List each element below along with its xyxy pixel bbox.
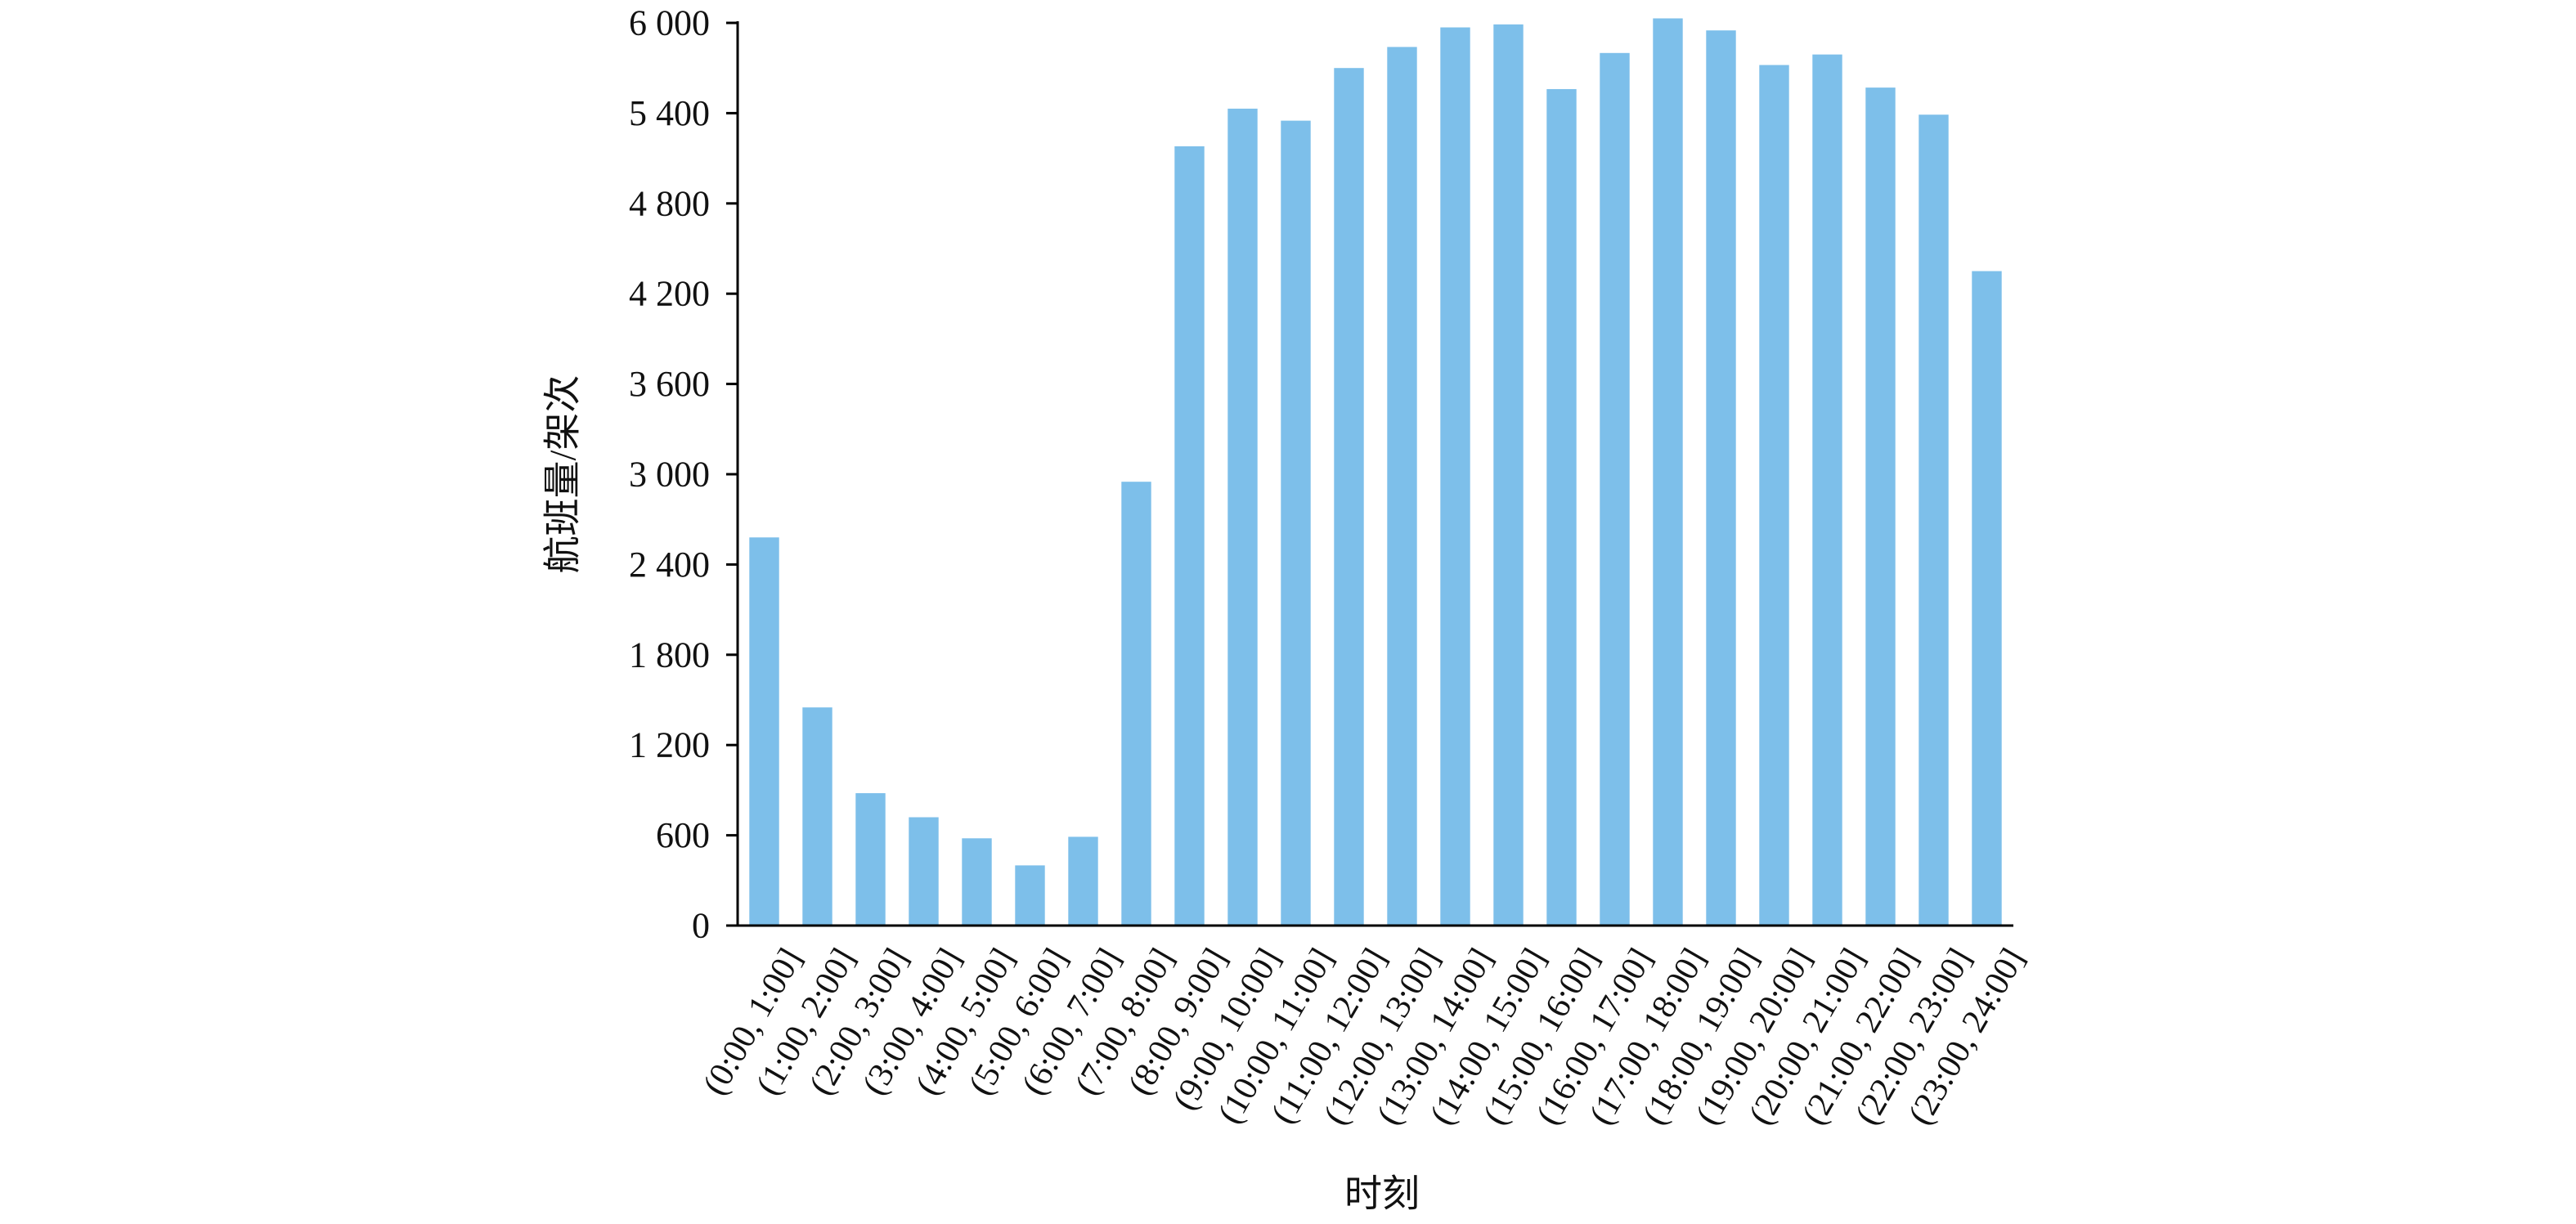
y-tick-label: 2 400 — [629, 545, 710, 585]
x-axis-title: 时刻 — [1344, 1173, 1420, 1215]
bar — [855, 793, 886, 926]
bar — [962, 838, 992, 926]
bar — [1812, 54, 1842, 926]
bar — [1706, 30, 1736, 926]
y-tick-label: 1 200 — [629, 725, 710, 765]
bar — [1972, 271, 2002, 926]
y-tick-label: 3 600 — [629, 364, 710, 404]
bar — [1121, 482, 1151, 926]
bar — [1015, 865, 1045, 926]
y-tick-label: 1 800 — [629, 634, 710, 675]
y-tick-label: 5 400 — [629, 93, 710, 133]
bar — [1546, 88, 1577, 926]
bars-group — [749, 18, 2002, 926]
bar — [1334, 68, 1364, 926]
bar — [1068, 836, 1098, 926]
y-tick-label: 600 — [656, 815, 710, 855]
bar — [1919, 114, 1949, 926]
y-tick-label: 4 800 — [629, 183, 710, 223]
y-tick-label: 0 — [692, 906, 710, 946]
y-tick-label: 3 000 — [629, 455, 710, 495]
y-tick-label: 6 000 — [629, 3, 710, 43]
x-axis-category-labels: (0:00, 1:00](1:00, 2:00](2:00, 3:00](3:0… — [696, 942, 2032, 1131]
bar — [1227, 108, 1258, 926]
y-tick-label: 4 200 — [629, 274, 710, 314]
bar — [1174, 146, 1205, 926]
bar — [1281, 120, 1311, 926]
bar — [1865, 87, 1896, 926]
y-axis-ticks: 0 600 1 200 1 800 2 400 3 000 3 600 4 200 4 800 5… — [629, 3, 738, 946]
y-axis-title: 航班量/架次 — [542, 375, 584, 574]
bar — [1387, 47, 1417, 926]
bar — [1653, 18, 1683, 926]
bar — [802, 707, 832, 926]
bar — [1759, 65, 1789, 926]
bar — [1600, 52, 1630, 926]
bar — [1493, 24, 1524, 926]
bar — [1440, 27, 1470, 926]
bar — [909, 817, 939, 926]
bar — [749, 537, 779, 926]
